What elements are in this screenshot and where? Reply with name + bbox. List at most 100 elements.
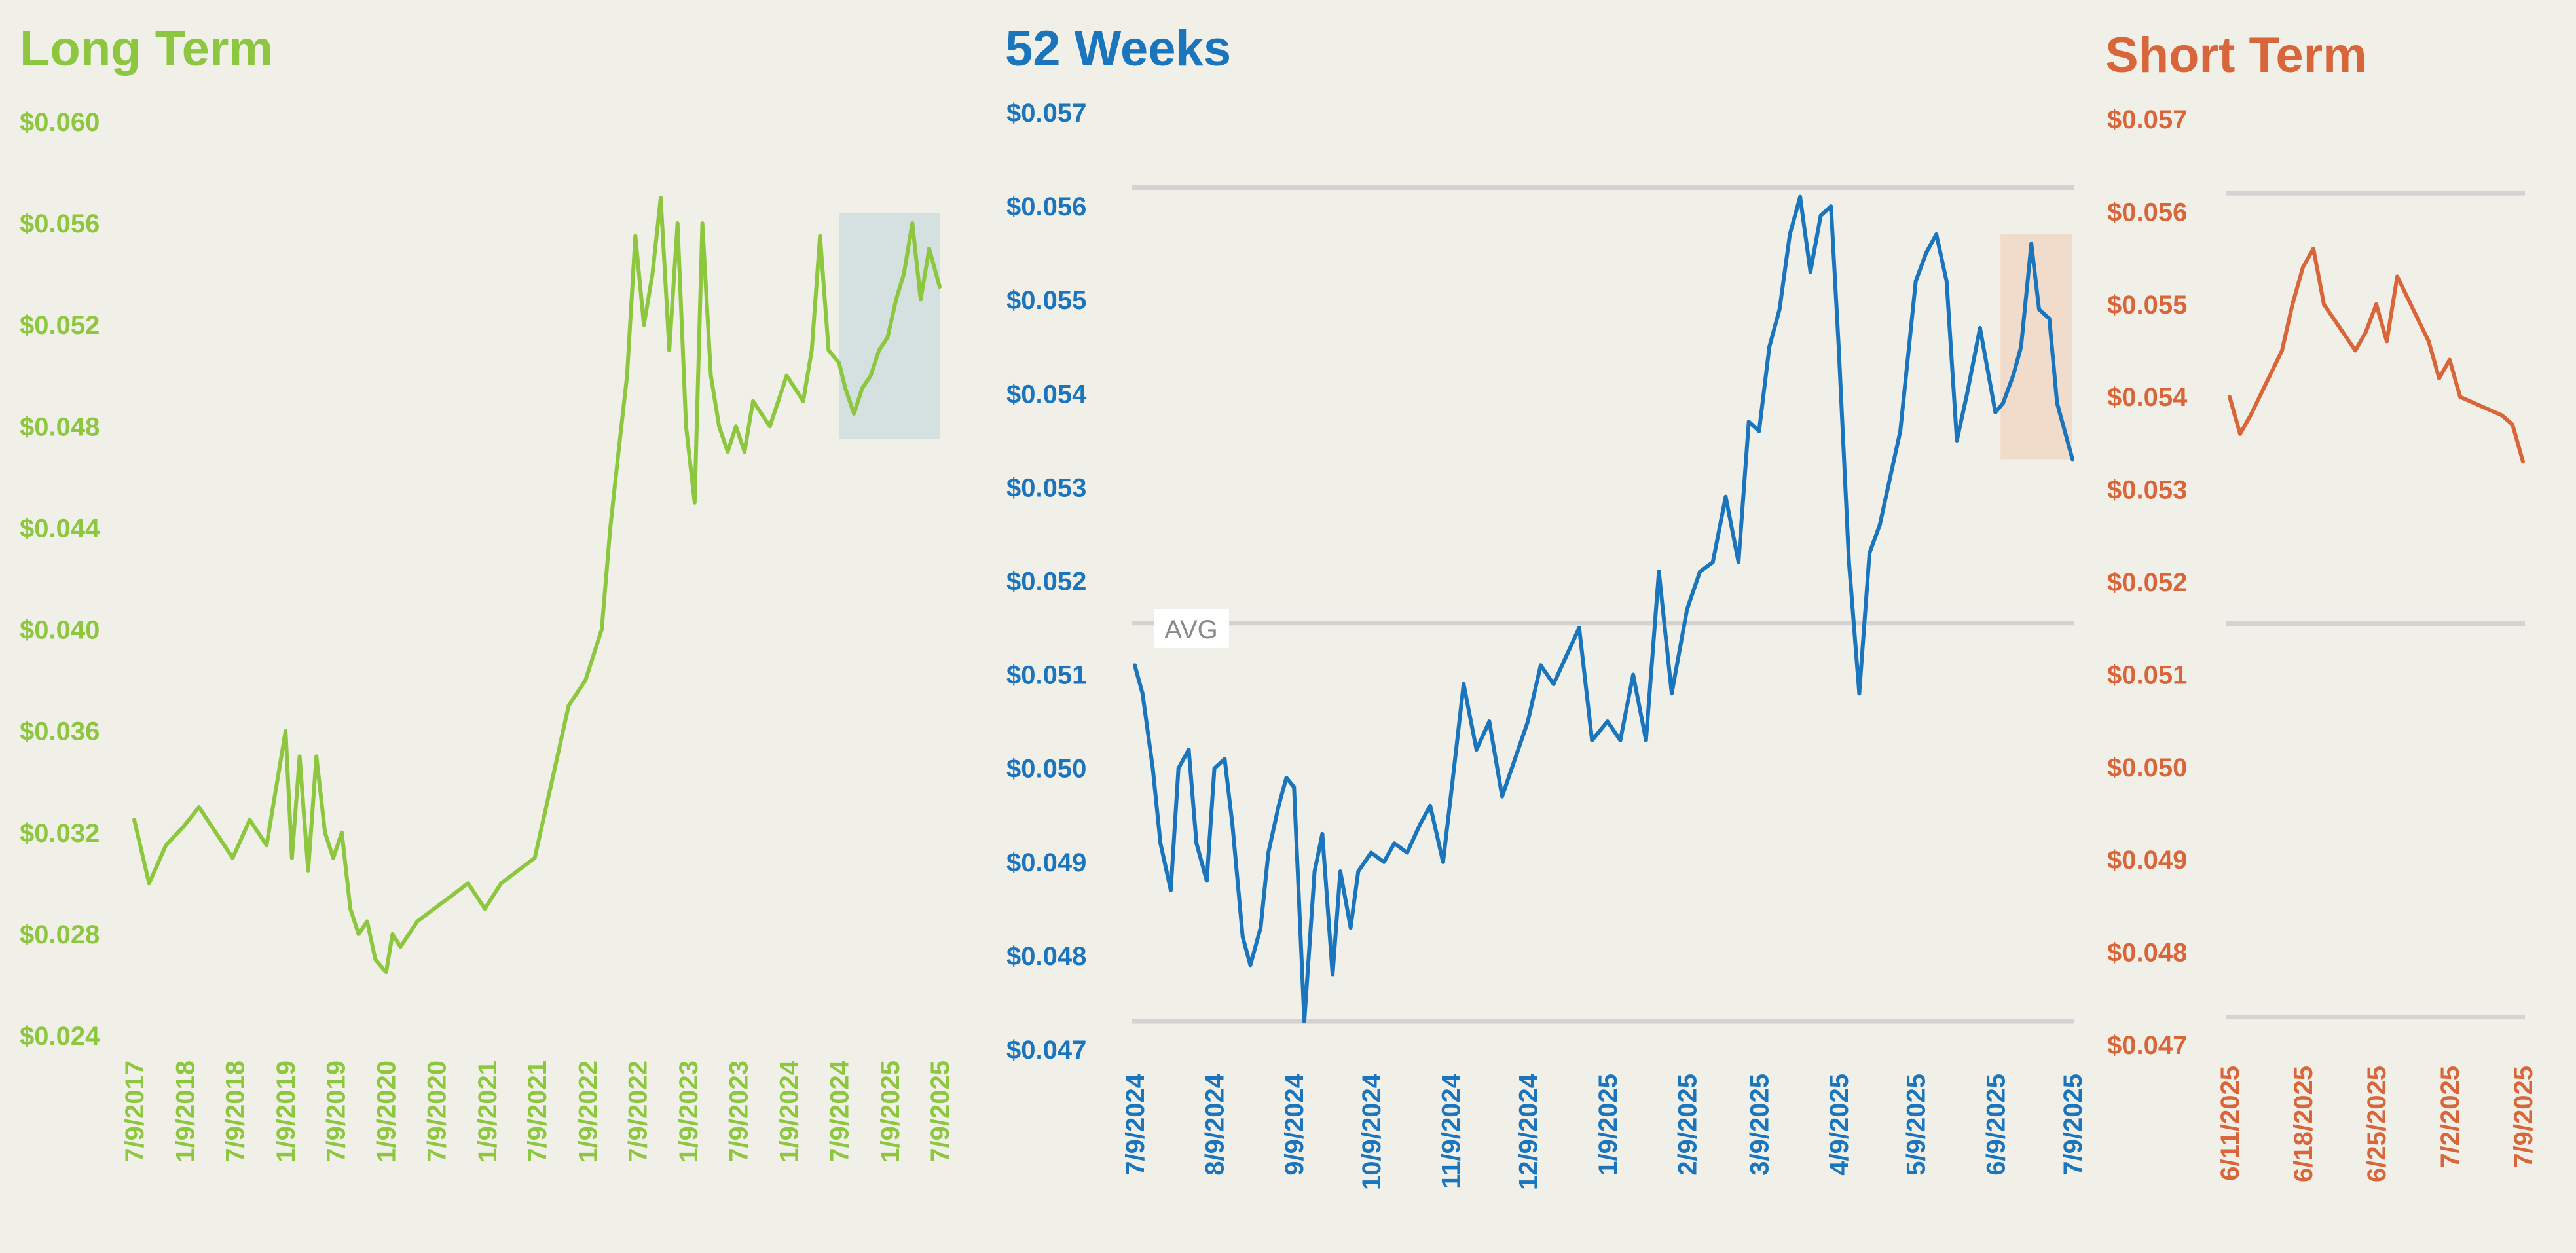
52-weeks-data-point bbox=[1474, 748, 1479, 752]
52-weeks-data-point bbox=[1934, 232, 1939, 236]
long-term-x-tick-label: 7/9/2025 bbox=[926, 1061, 955, 1163]
long-term-data-point bbox=[466, 881, 470, 886]
52-weeks-data-point bbox=[1204, 879, 1209, 883]
52-weeks-data-point bbox=[1829, 204, 1833, 209]
long-term-y-axis: $0.060 $0.056 $0.052 $0.048 $0.044 $0.040 $0.0… bbox=[20, 108, 100, 1051]
52-weeks-x-tick-label: 4/9/2025 bbox=[1825, 1074, 1854, 1176]
52-weeks-data-point bbox=[1487, 719, 1492, 724]
long-term-data-point bbox=[432, 907, 436, 911]
52-weeks-data-point bbox=[1551, 681, 1556, 686]
long-term-data-point bbox=[708, 373, 713, 378]
52-weeks-data-point bbox=[1150, 766, 1155, 771]
short-term-data-point bbox=[2427, 339, 2431, 344]
52-weeks-data-point bbox=[1767, 344, 1772, 349]
long-term-x-tick-label: 7/9/2019 bbox=[322, 1061, 350, 1163]
52-weeks-data-point bbox=[2070, 457, 2074, 462]
short-term-data-point bbox=[2249, 413, 2253, 418]
52-weeks-data-point bbox=[1993, 410, 1998, 414]
short-term-y-tick-label: $0.052 bbox=[2107, 568, 2187, 597]
52-weeks-data-point bbox=[2029, 242, 2034, 246]
long-term-data-point bbox=[384, 970, 388, 975]
short-term-y-tick-label: $0.048 bbox=[2107, 939, 2187, 968]
52-weeks-data-point bbox=[1382, 860, 1386, 864]
52-weeks-data-point bbox=[1348, 926, 1353, 930]
52-weeks-x-tick-label: 12/9/2024 bbox=[1514, 1073, 1543, 1190]
long-term-x-tick-label: 1/9/2021 bbox=[473, 1061, 502, 1163]
long-term-x-tick-label: 1/9/2019 bbox=[272, 1061, 301, 1163]
short-term-y-tick-label: $0.055 bbox=[2107, 291, 2187, 319]
short-term-data-point bbox=[2228, 395, 2232, 399]
52-weeks-data-point bbox=[1292, 785, 1297, 790]
52-weeks-y-tick-label: $0.055 bbox=[1006, 286, 1086, 315]
long-term-data-point bbox=[633, 234, 638, 238]
long-term-data-point bbox=[314, 754, 319, 759]
long-term-data-point bbox=[230, 856, 235, 860]
long-term-data-point bbox=[919, 297, 923, 302]
52-weeks-data-point bbox=[1590, 738, 1594, 742]
52-weeks-data-point bbox=[1140, 691, 1145, 696]
52-weeks-data-point bbox=[1356, 869, 1361, 874]
short-term-data-point bbox=[2364, 330, 2368, 335]
52-weeks-data-point bbox=[1392, 841, 1397, 846]
long-term-x-tick-label: 1/9/2020 bbox=[373, 1061, 401, 1163]
52-weeks-y-tick-label: $0.054 bbox=[1006, 380, 1087, 409]
short-term-data-point bbox=[2301, 265, 2305, 270]
52-weeks-data-point bbox=[1818, 213, 1823, 218]
short-term-data-point bbox=[2322, 302, 2326, 306]
52-weeks-data-point bbox=[1837, 344, 1841, 349]
52-weeks-data-point bbox=[1230, 822, 1235, 827]
short-term-data-point bbox=[2353, 348, 2357, 353]
long-term-x-tick-label: 1/9/2022 bbox=[574, 1061, 602, 1163]
52-weeks-data-point bbox=[1338, 869, 1342, 874]
short-term-y-tick-label: $0.054 bbox=[2107, 383, 2188, 412]
long-term-data-point bbox=[599, 627, 604, 632]
52-weeks-data-point bbox=[1723, 494, 1728, 499]
52-weeks-x-tick-label: 10/9/2024 bbox=[1357, 1073, 1386, 1190]
52-weeks-data-point bbox=[1320, 831, 1325, 836]
long-term-data-point bbox=[837, 361, 841, 365]
long-term-y-tick-label: $0.028 bbox=[20, 920, 100, 949]
52-weeks-data-point bbox=[1698, 570, 1702, 574]
short-term-data-point bbox=[2458, 395, 2462, 399]
52-weeks-data-point bbox=[1857, 691, 1862, 696]
long-term-data-point bbox=[801, 399, 805, 403]
52-weeks-data-point bbox=[1888, 476, 1892, 481]
52-weeks-data-point bbox=[1685, 607, 1689, 611]
52-weeks-data-point bbox=[1898, 429, 1903, 433]
52-weeks-data-point bbox=[1331, 972, 1335, 977]
52-weeks-data-point bbox=[1877, 522, 1882, 527]
long-term-data-point bbox=[323, 830, 327, 835]
long-term-data-point bbox=[132, 818, 136, 822]
52-weeks-data-point bbox=[1788, 232, 1792, 236]
long-term-data-point bbox=[348, 907, 352, 911]
long-term-data-point bbox=[675, 221, 680, 226]
short-term-x-tick-label: 7/9/2025 bbox=[2509, 1066, 2538, 1168]
52-weeks-y-tick-label: $0.057 bbox=[1006, 99, 1086, 128]
52-weeks-data-point bbox=[1248, 963, 1253, 968]
long-term-data-point bbox=[213, 830, 218, 835]
short-term-y-tick-label: $0.053 bbox=[2107, 476, 2187, 505]
52-weeks-data-point bbox=[1405, 850, 1409, 855]
52-weeks-data-point bbox=[1194, 841, 1199, 846]
52-weeks-data-point bbox=[1223, 757, 1227, 761]
long-term-data-point bbox=[373, 957, 378, 962]
52-weeks-data-point bbox=[1577, 626, 1581, 630]
52-weeks-y-tick-label: $0.049 bbox=[1006, 848, 1086, 877]
52-weeks-chart: 52 Weeks $0.057$0.056$0.055$0.054$0.053$… bbox=[1005, 21, 2088, 1190]
long-term-data-point bbox=[265, 843, 269, 848]
52-weeks-data-point bbox=[1978, 326, 1982, 331]
long-term-data-point bbox=[306, 868, 310, 873]
long-term-data-point bbox=[532, 856, 537, 860]
52-weeks-x-tick-label: 11/9/2024 bbox=[1437, 1073, 1466, 1188]
long-term-data-point bbox=[608, 526, 612, 530]
52-weeks-data-point bbox=[1133, 663, 1137, 668]
long-term-data-point bbox=[147, 881, 151, 886]
long-term-data-point bbox=[449, 894, 454, 898]
long-term-chart: Long Term $0.060 $0.056 $0.052 $0.048 $0.044… bbox=[20, 21, 955, 1163]
short-term-data-point bbox=[2395, 274, 2399, 279]
long-term-data-point bbox=[516, 868, 520, 873]
long-term-data-point bbox=[818, 234, 822, 238]
short-term-data-point bbox=[2437, 376, 2441, 380]
52-weeks-x-tick-label: 6/9/2025 bbox=[1981, 1074, 2010, 1176]
short-term-data-point bbox=[2280, 348, 2284, 353]
